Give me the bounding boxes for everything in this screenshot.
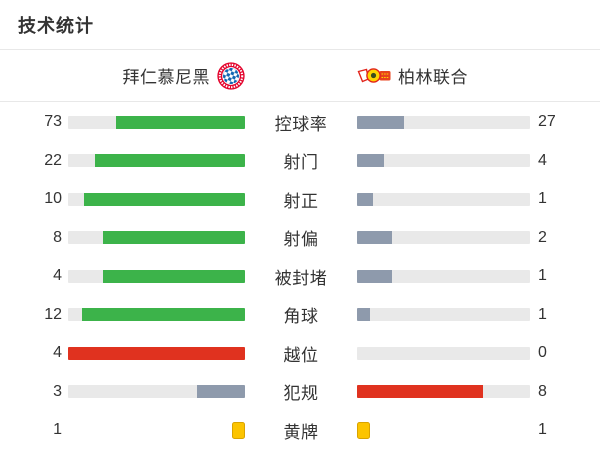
away-stat-bar [357, 154, 384, 168]
away-stat-bar-track [357, 308, 530, 322]
away-stat-bar [357, 385, 483, 399]
home-stat-value: 73 [44, 113, 62, 131]
teams-header: 拜仁慕尼黑 [0, 50, 600, 102]
away-stat-bar [357, 115, 404, 129]
home-stat-value: 1 [53, 421, 62, 439]
panel-title: 技术统计 [18, 15, 94, 36]
stat-label: 射偏 [283, 230, 319, 250]
yellow-card-icon [357, 421, 370, 439]
away-stat-value: 1 [538, 305, 547, 323]
home-stat-value: 4 [53, 267, 62, 285]
home-stat-value: 12 [44, 305, 62, 323]
away-team: 柏林联合 [357, 63, 600, 88]
home-stat-bar-track [68, 346, 245, 360]
home-stat-value: 3 [53, 382, 62, 400]
home-stat-value: 10 [44, 190, 62, 208]
home-stat-bar-track [68, 308, 245, 322]
home-stat-bar [84, 192, 245, 206]
away-stat-value: 2 [538, 228, 547, 246]
away-yellow-cards [357, 421, 530, 439]
stat-label: 越位 [283, 345, 319, 365]
stat-row: 10 射正 1 [0, 180, 600, 219]
away-stat-bar-track [357, 269, 530, 283]
home-stat-bar-track [68, 192, 245, 206]
away-stat-bar-track [357, 231, 530, 245]
stat-row: 12 角球 1 [0, 296, 600, 335]
home-stat-bar-track [68, 269, 245, 283]
panel-header: 技术统计 [0, 0, 600, 50]
away-stat-bar [357, 269, 392, 283]
stats-list: 73 控球率 27 22 射门 4 10 射正 [0, 102, 600, 450]
home-stat-bar [68, 346, 245, 360]
yellow-card-icon [232, 421, 245, 439]
stat-label: 犯规 [283, 384, 319, 404]
stat-row: 3 犯规 8 [0, 373, 600, 412]
away-stat-value: 1 [538, 267, 547, 285]
home-stat-bar-track [68, 115, 245, 129]
away-stat-value: 1 [538, 421, 547, 439]
away-stat-bar-track [357, 154, 530, 168]
stat-label: 射正 [283, 191, 319, 211]
away-stat-bar-track [357, 192, 530, 206]
bayern-munich-crest-icon [217, 61, 245, 90]
home-team-name: 拜仁慕尼黑 [122, 68, 210, 87]
away-stat-value: 8 [538, 382, 547, 400]
stat-label: 被封堵 [274, 268, 328, 288]
stat-label: 黄牌 [283, 422, 319, 442]
stat-row: 8 射偏 2 [0, 219, 600, 258]
stat-row: 4 越位 0 [0, 334, 600, 373]
stat-row: 1 黄牌 1 [0, 411, 600, 450]
away-team-name: 柏林联合 [398, 68, 468, 87]
stat-label: 角球 [283, 307, 319, 327]
union-berlin-crest-icon [357, 65, 391, 86]
home-stat-bar [81, 308, 245, 322]
home-stat-bar-track [68, 385, 245, 399]
away-stat-bar [357, 192, 373, 206]
stat-row: 22 射门 4 [0, 142, 600, 181]
away-stat-bar [357, 308, 371, 322]
stat-label: 控球率 [274, 114, 328, 134]
home-yellow-cards [68, 421, 245, 439]
away-stat-value: 1 [538, 190, 547, 208]
home-stat-value: 22 [44, 151, 62, 169]
home-team: 拜仁慕尼黑 [0, 61, 245, 90]
home-stat-bar [196, 385, 245, 399]
home-stat-bar [95, 154, 245, 168]
home-stat-value: 8 [53, 228, 62, 246]
home-stat-value: 4 [53, 344, 62, 362]
home-stat-bar [115, 115, 245, 129]
away-stat-value: 27 [538, 113, 556, 131]
stat-row: 73 控球率 27 [0, 103, 600, 142]
away-stat-bar-track [357, 115, 530, 129]
home-stat-bar-track [68, 231, 245, 245]
away-stat-value: 0 [538, 344, 547, 362]
away-stat-bar-track [357, 346, 530, 360]
away-stat-value: 4 [538, 151, 547, 169]
away-stat-bar-track [357, 385, 530, 399]
stat-label: 射门 [283, 153, 319, 173]
home-stat-bar [103, 231, 245, 245]
home-stat-bar-track [68, 154, 245, 168]
away-stat-bar [357, 231, 392, 245]
stat-row: 4 被封堵 1 [0, 257, 600, 296]
home-stat-bar [103, 269, 245, 283]
